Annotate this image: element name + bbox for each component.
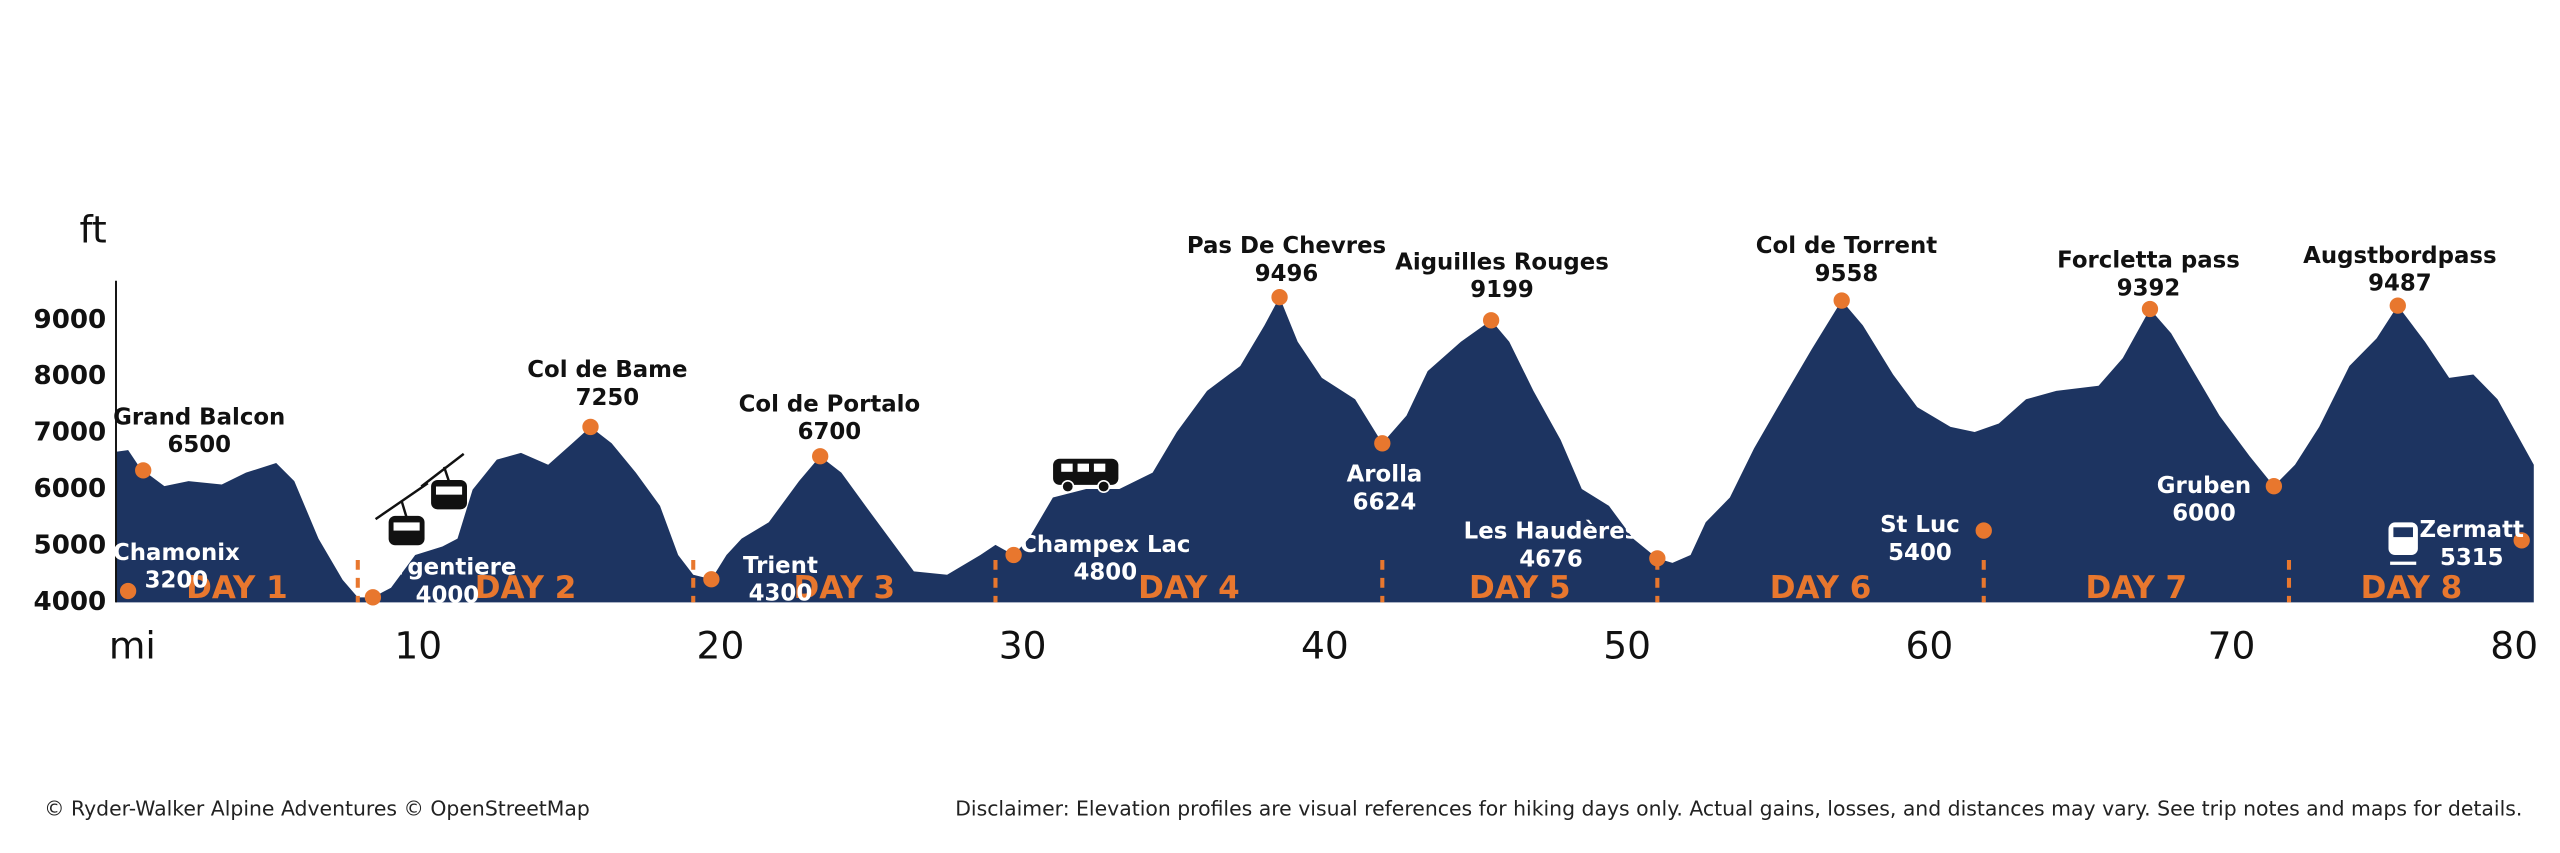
day-label: DAY 8 [2361, 570, 2463, 606]
waypoint-name: Champex Lac [1020, 532, 1190, 558]
waypoint-dot [1975, 522, 1992, 539]
cable [420, 452, 465, 488]
y-tick-label: 5000 [34, 530, 107, 560]
day-label: DAY 4 [1138, 570, 1240, 606]
waypoint-elevation: 9496 [1255, 261, 1319, 287]
y-tick-label: 8000 [34, 361, 107, 391]
waypoint-name: Forcletta pass [2057, 248, 2240, 274]
waypoint-name: Augstbordpass [2303, 243, 2496, 269]
waypoint-dot [2513, 532, 2530, 549]
waypoint-elevation: 9199 [1470, 277, 1534, 303]
waypoint-name: Col de Portalo [739, 391, 921, 417]
icons [374, 452, 1119, 546]
waypoint-name: Les Haudères [1464, 519, 1639, 545]
train-icon [2388, 522, 2418, 565]
window [393, 522, 420, 531]
y-tick-label: 7000 [34, 418, 107, 448]
waypoint-name: Col de Bame [527, 357, 687, 383]
window [435, 486, 463, 495]
day-label: DAY 2 [475, 570, 577, 606]
waypoint-elevation: 5315 [2440, 545, 2504, 571]
waypoint-elevation: 4300 [749, 581, 813, 607]
day-label: DAY 7 [2086, 570, 2188, 606]
x-tick-label: 60 [1905, 624, 1953, 668]
waypoint-dot [2389, 297, 2406, 314]
wheel [1097, 479, 1111, 494]
waypoint-dot [119, 582, 137, 600]
elevation-area [116, 297, 2534, 603]
waypoint-dot [2141, 300, 2159, 318]
waypoint-elevation: 3200 [145, 568, 209, 594]
window [1093, 463, 1106, 472]
waypoint-elevation: 5400 [1888, 540, 1952, 566]
x-tick-label: 10 [394, 624, 442, 668]
waypoint-name: Pas De Chevres [1187, 233, 1386, 259]
window [2393, 527, 2413, 538]
waypoint-name: Aiguilles Rouges [1395, 249, 1609, 275]
waypoint-elevation: 7250 [576, 385, 640, 411]
y-axis-label: ft [80, 207, 107, 251]
waypoint-name: Gruben [2157, 473, 2251, 499]
waypoint-name: Grand Balcon [113, 404, 285, 430]
day-label: DAY 6 [1770, 570, 1872, 606]
waypoint-name: Argentiere [378, 555, 516, 581]
waypoint-dot [582, 418, 599, 436]
waypoint-elevation: 9487 [2368, 271, 2432, 297]
y-tick-label: 4000 [34, 587, 107, 617]
waypoint-dot [135, 462, 152, 479]
x-tick-label: 80 [2490, 624, 2538, 668]
waypoint-dot [812, 448, 829, 465]
waypoint-dot [1649, 550, 1666, 567]
waypoint-elevation: 6000 [2172, 501, 2236, 527]
waypoint-name: Chamonix [113, 540, 240, 566]
window [1061, 463, 1073, 472]
x-tick-label: 70 [2208, 624, 2256, 668]
window [1077, 463, 1089, 472]
day-label: DAY 5 [1469, 570, 1571, 606]
waypoint-name: Trient [743, 553, 818, 579]
x-tick-label: 20 [697, 624, 745, 668]
cable [374, 482, 429, 521]
waypoint-dot [2265, 478, 2283, 495]
waypoint-dot [1005, 546, 1022, 564]
credits: © Ryder-Walker Alpine Adventures © OpenS… [44, 797, 590, 821]
waypoint-elevation: 4676 [1519, 546, 1583, 572]
waypoint-dot [1374, 435, 1391, 452]
x-tick-label: 30 [999, 624, 1047, 668]
hanger [400, 500, 408, 518]
waypoint-name: St Luc [1880, 512, 1960, 538]
waypoint-elevation: 6500 [167, 432, 231, 458]
waypoint-name: Zermatt [2420, 517, 2524, 543]
waypoint-elevation: 9392 [2117, 275, 2181, 301]
waypoint-elevation: 6700 [798, 419, 862, 445]
x-axis-label: mi [109, 624, 156, 668]
wheel [1061, 479, 1075, 494]
disclaimer: Disclaimer: Elevation profiles are visua… [955, 797, 2522, 821]
day-label: DAY 1 [186, 570, 288, 606]
y-tick-label: 9000 [34, 305, 107, 335]
day-label: DAY 3 [794, 570, 896, 606]
waypoint-elevation: 4000 [416, 582, 480, 608]
waypoint-name: Arolla [1347, 462, 1423, 488]
waypoint-dot [364, 589, 382, 606]
x-tick-label: 50 [1603, 624, 1651, 668]
x-tick-label: 40 [1301, 624, 1349, 668]
waypoint-elevation: 4800 [1074, 560, 1138, 586]
waypoint-dot [703, 571, 720, 588]
waypoint-dot [1271, 288, 1288, 306]
y-tick-label: 6000 [34, 474, 107, 504]
waypoint-dot [1833, 292, 1850, 309]
waypoint-elevation: 6624 [1353, 489, 1417, 515]
waypoint-name: Col de Torrent [1756, 233, 1938, 259]
waypoint-elevation: 9558 [1815, 261, 1879, 287]
waypoint-dot [1482, 312, 1500, 329]
hanger [442, 466, 451, 482]
